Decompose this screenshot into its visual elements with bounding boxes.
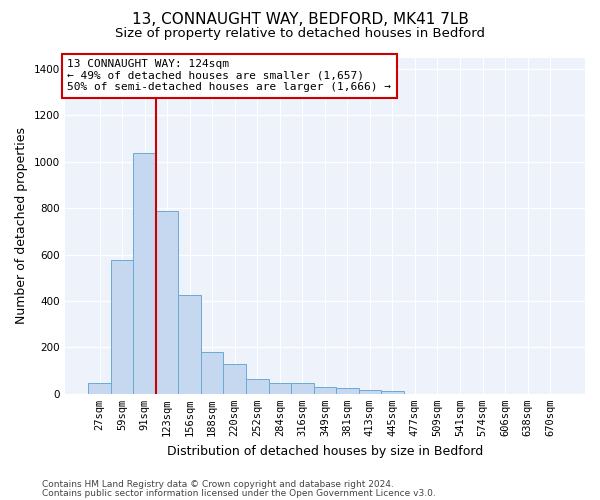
Bar (178, 295, 201, 394)
X-axis label: Distribution of detached houses by size in Bedford: Distribution of detached houses by size … (167, 444, 483, 458)
Text: Contains public sector information licensed under the Open Government Licence v3: Contains public sector information licen… (42, 488, 436, 498)
Bar (223, 364, 246, 394)
Bar (133, 152, 156, 394)
Text: 13, CONNAUGHT WAY, BEDFORD, MK41 7LB: 13, CONNAUGHT WAY, BEDFORD, MK41 7LB (131, 12, 469, 28)
Bar (359, 390, 381, 394)
Bar (156, 210, 178, 394)
Bar (336, 388, 359, 394)
Text: Size of property relative to detached houses in Bedford: Size of property relative to detached ho… (115, 28, 485, 40)
Bar (291, 384, 314, 394)
Bar (314, 388, 336, 394)
Bar (381, 391, 404, 394)
Bar (269, 382, 291, 394)
Bar (201, 352, 223, 394)
Bar (88, 384, 111, 394)
Text: Contains HM Land Registry data © Crown copyright and database right 2024.: Contains HM Land Registry data © Crown c… (42, 480, 394, 489)
Bar (111, 260, 133, 394)
Y-axis label: Number of detached properties: Number of detached properties (15, 127, 28, 324)
Bar (246, 378, 269, 394)
Text: 13 CONNAUGHT WAY: 124sqm
← 49% of detached houses are smaller (1,657)
50% of sem: 13 CONNAUGHT WAY: 124sqm ← 49% of detach… (67, 59, 391, 92)
